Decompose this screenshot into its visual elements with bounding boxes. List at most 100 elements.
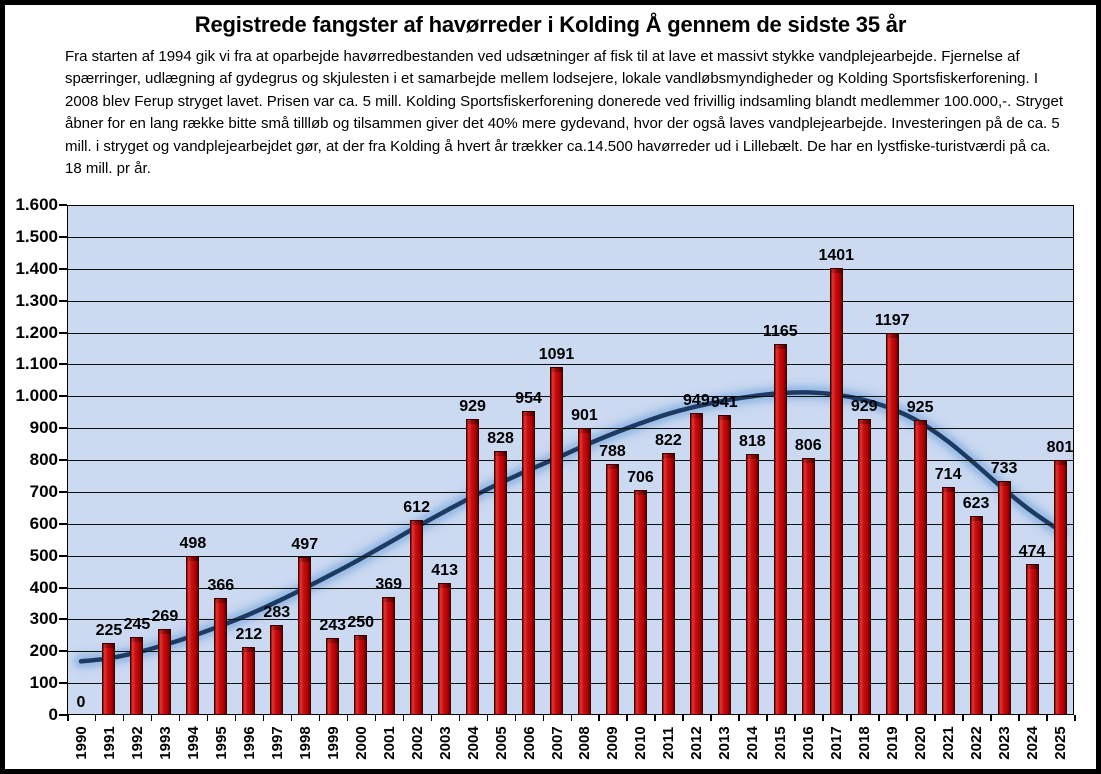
y-axis-tick: [59, 618, 67, 621]
x-axis-tick: [962, 715, 964, 721]
x-axis-tick: [822, 715, 824, 721]
x-axis-tick: [710, 715, 712, 721]
x-axis-tick: [514, 715, 517, 721]
y-axis-label: 900: [29, 418, 58, 438]
y-axis-tick: [59, 331, 67, 334]
x-axis-label: 1999: [324, 726, 342, 760]
y-axis-label: 1.200: [15, 322, 58, 342]
y-axis-label: 1.600: [15, 195, 58, 214]
y-axis-tick: [59, 459, 67, 461]
x-axis-tick: [626, 715, 628, 721]
y-axis-label: 1.000: [15, 386, 58, 406]
x-axis-label: 2009: [604, 726, 622, 760]
x-axis-tick: [262, 715, 265, 721]
x-axis-label: 2007: [548, 726, 566, 760]
x-axis-label: 1992: [128, 726, 146, 760]
x-axis-label: 2000: [352, 726, 370, 760]
y-axis-tick: [59, 586, 67, 589]
x-axis-tick: [94, 715, 97, 721]
y-axis-label: 700: [29, 481, 58, 501]
x-axis-tick: [682, 715, 684, 721]
y-axis-tick: [59, 235, 67, 238]
chart-title: Registrede fangster af havørreder i Kold…: [194, 12, 907, 37]
y-axis-tick: [59, 395, 67, 398]
x-axis-tick: [906, 715, 908, 721]
y-axis-tick: [59, 650, 67, 653]
x-axis-tick: [67, 715, 69, 721]
x-axis-label: 2006: [520, 726, 538, 760]
x-axis-label: 2025: [1052, 726, 1069, 760]
x-axis-tick: [290, 715, 293, 721]
x-axis-tick: [122, 715, 125, 721]
y-axis-tick: [59, 554, 67, 557]
x-axis-tick: [766, 715, 768, 721]
x-axis-tick: [878, 715, 880, 721]
y-axis-tick: [59, 204, 67, 206]
x-axis-label: 2013: [716, 726, 734, 760]
x-axis-label: 2017: [828, 726, 846, 760]
y-axis-tick: [59, 299, 67, 302]
x-axis-tick: [1018, 715, 1020, 721]
y-axis-tick: [59, 363, 67, 366]
x-axis-label: 2020: [912, 726, 930, 760]
y-axis-label: 1.300: [15, 290, 58, 310]
y-axis-tick: [59, 490, 67, 493]
x-axis-tick: [738, 715, 740, 721]
x-axis-tick: [178, 715, 181, 721]
x-axis-label: 1993: [156, 726, 174, 760]
x-axis-tick: [318, 715, 321, 721]
x-axis-tick: [1046, 715, 1048, 721]
x-axis-tick: [346, 715, 349, 721]
x-axis-label: 1995: [212, 726, 230, 760]
y-axis-label: 0: [48, 705, 58, 724]
y-axis-tick: [59, 427, 67, 430]
x-axis-label: 2021: [940, 726, 958, 760]
x-axis-label: 2011: [660, 726, 678, 760]
x-axis-tick: [430, 715, 433, 721]
x-axis-label: 2014: [744, 726, 762, 760]
y-axis-label: 100: [29, 673, 58, 693]
plot-area: [67, 205, 1074, 715]
x-axis-tick: [570, 715, 572, 721]
y-axis-label: 800: [29, 450, 58, 469]
x-axis-tick: [990, 715, 992, 721]
x-axis-tick: [150, 715, 153, 721]
x-axis-tick: [234, 715, 237, 721]
x-axis-tick: [206, 715, 209, 721]
y-axis-tick: [59, 267, 67, 270]
x-axis-label: 2001: [380, 726, 398, 760]
y-axis-label: 600: [29, 513, 58, 533]
x-axis-tick: [934, 715, 936, 721]
x-axis-label: 2024: [1024, 726, 1042, 760]
x-axis-label: 2023: [996, 726, 1014, 760]
y-axis-tick: [59, 682, 67, 685]
x-axis-tick: [458, 715, 461, 721]
x-axis-label: 2010: [632, 726, 650, 760]
x-axis-tick: [542, 715, 545, 721]
x-axis-tick: [1074, 715, 1076, 721]
y-axis-label: 1.400: [15, 258, 58, 278]
x-axis-label: 2015: [772, 726, 790, 760]
y-axis-label: 1.500: [15, 226, 58, 246]
y-axis-tick: [59, 522, 67, 525]
x-axis-label: 2005: [492, 726, 510, 760]
x-axis-label: 1998: [296, 726, 314, 760]
x-axis-tick: [402, 715, 405, 721]
x-axis-label: 2008: [576, 726, 594, 760]
y-axis-label: 300: [29, 609, 58, 629]
x-axis-label: 2003: [436, 726, 454, 760]
y-axis-label: 400: [29, 577, 58, 597]
x-axis-tick: [654, 715, 656, 721]
x-axis-label: 1990: [72, 726, 90, 760]
y-axis-label: 200: [29, 641, 58, 661]
x-axis-label: 1991: [100, 726, 118, 760]
x-axis-tick: [598, 715, 600, 721]
x-axis-tick: [794, 715, 796, 721]
x-axis-label: 2004: [464, 726, 482, 760]
x-axis-label: 2018: [856, 726, 874, 760]
x-axis-label: 1996: [240, 726, 258, 760]
x-axis-label: 2019: [884, 726, 902, 760]
x-axis-label: 2012: [688, 726, 706, 760]
x-axis-tick: [850, 715, 852, 721]
